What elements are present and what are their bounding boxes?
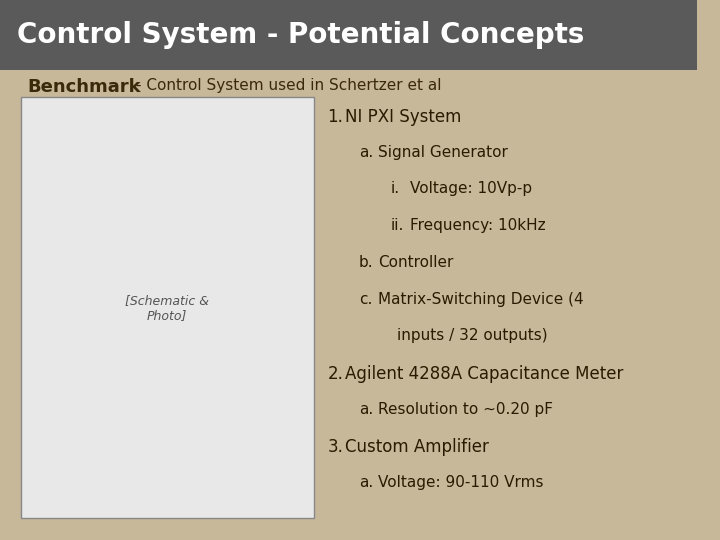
Text: NI PXI System: NI PXI System xyxy=(345,108,462,126)
FancyBboxPatch shape xyxy=(21,97,313,518)
Text: - Control System used in Schertzer et al: - Control System used in Schertzer et al xyxy=(136,78,441,93)
Text: 2.: 2. xyxy=(328,365,343,383)
Text: Agilent 4288A Capacitance Meter: Agilent 4288A Capacitance Meter xyxy=(345,365,624,383)
Text: Signal Generator: Signal Generator xyxy=(378,145,508,160)
Text: Voltage: 90-110 Vrms: Voltage: 90-110 Vrms xyxy=(378,475,544,490)
Text: a.: a. xyxy=(359,475,373,490)
Text: inputs / 32 outputs): inputs / 32 outputs) xyxy=(397,328,548,343)
Text: Frequency: 10kHz: Frequency: 10kHz xyxy=(410,218,545,233)
Text: a.: a. xyxy=(359,402,373,417)
Text: c.: c. xyxy=(359,292,372,307)
Text: Control System - Potential Concepts: Control System - Potential Concepts xyxy=(17,21,585,49)
Text: Custom Amplifier: Custom Amplifier xyxy=(345,438,489,456)
Text: i.: i. xyxy=(390,181,400,197)
Text: Voltage: 10Vp-p: Voltage: 10Vp-p xyxy=(410,181,532,197)
Text: a.: a. xyxy=(359,145,373,160)
Text: 3.: 3. xyxy=(328,438,343,456)
Text: [Schematic &
Photo]: [Schematic & Photo] xyxy=(125,294,210,322)
Text: Benchmark: Benchmark xyxy=(28,78,142,96)
FancyBboxPatch shape xyxy=(0,0,697,70)
Text: 1.: 1. xyxy=(328,108,343,126)
Text: b.: b. xyxy=(359,255,374,270)
Text: Matrix-Switching Device (4: Matrix-Switching Device (4 xyxy=(378,292,584,307)
Text: Resolution to ~0.20 pF: Resolution to ~0.20 pF xyxy=(378,402,553,417)
Text: Controller: Controller xyxy=(378,255,454,270)
Text: ii.: ii. xyxy=(390,218,403,233)
